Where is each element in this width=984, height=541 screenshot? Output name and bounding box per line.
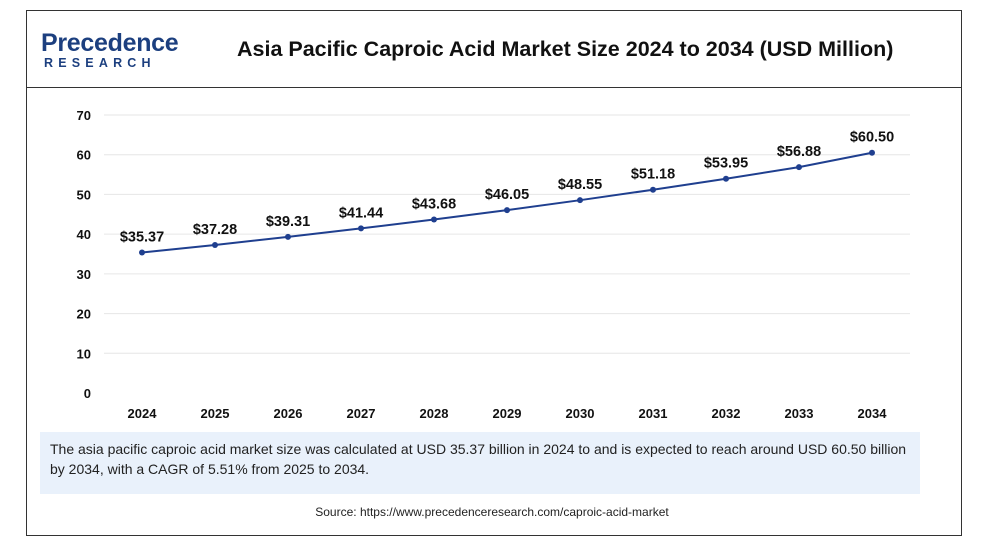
y-tick-label: 30 xyxy=(77,267,91,282)
y-tick-label: 10 xyxy=(77,346,91,361)
x-tick-label: 2030 xyxy=(566,406,595,421)
x-tick-label: 2026 xyxy=(274,406,303,421)
logo-wordmark: Precedence xyxy=(41,29,179,57)
x-tick-label: 2028 xyxy=(420,406,449,421)
data-point xyxy=(358,225,364,232)
y-tick-label: 20 xyxy=(77,307,91,322)
data-points xyxy=(139,149,875,256)
data-label: $53.95 xyxy=(704,156,748,172)
x-tick-label: 2033 xyxy=(785,406,814,421)
data-point xyxy=(285,233,291,240)
data-label: $48.55 xyxy=(558,177,602,193)
summary-note: The asia pacific caproic acid market siz… xyxy=(40,432,920,494)
precedence-research-logo: Precedence RESEARCH xyxy=(41,29,191,73)
data-point xyxy=(723,175,729,182)
x-tick-label: 2029 xyxy=(493,406,522,421)
data-label: $60.50 xyxy=(850,130,894,146)
y-tick-label: 70 xyxy=(77,108,91,123)
data-label: $46.05 xyxy=(485,187,529,203)
chart-title: Asia Pacific Caproic Acid Market Size 20… xyxy=(237,37,894,61)
chart-frame: Precedence RESEARCH Asia Pacific Caproic… xyxy=(26,10,962,536)
x-tick-label: 2031 xyxy=(639,406,668,421)
data-label: $51.18 xyxy=(631,167,675,183)
data-point xyxy=(212,241,218,248)
y-tick-label: 60 xyxy=(77,148,91,163)
x-axis-ticks: 2024 2025 2026 2027 2028 2029 2030 2031 2032 2033… xyxy=(128,406,888,421)
y-axis-ticks: 0 10 20 30 40 50 60 70 xyxy=(77,108,91,401)
y-tick-label: 0 xyxy=(84,386,91,401)
data-label: $39.31 xyxy=(266,214,310,230)
chart-header: Precedence RESEARCH Asia Pacific Caproic… xyxy=(27,11,961,88)
data-labels: $35.37 $37.28 $39.31 $41.44 $43.68 $46.05 $48.… xyxy=(120,130,894,246)
source-text: Source: https://www.precedenceresearch.c… xyxy=(315,505,669,519)
x-tick-label: 2024 xyxy=(128,406,158,421)
data-label: $37.28 xyxy=(193,222,237,238)
data-label: $56.88 xyxy=(777,144,821,160)
data-point xyxy=(869,149,875,156)
y-tick-label: 50 xyxy=(77,187,91,202)
data-label: $35.37 xyxy=(120,230,164,246)
x-tick-label: 2027 xyxy=(347,406,376,421)
data-label: $41.44 xyxy=(339,205,383,221)
x-tick-label: 2034 xyxy=(858,406,888,421)
x-tick-label: 2025 xyxy=(201,406,230,421)
logo-subtext: RESEARCH xyxy=(44,56,156,70)
data-point xyxy=(796,164,802,171)
data-point xyxy=(504,207,510,214)
data-point xyxy=(650,186,656,193)
data-label: $43.68 xyxy=(412,197,456,213)
y-tick-label: 40 xyxy=(77,227,91,242)
grid-lines xyxy=(104,114,910,354)
x-tick-label: 2032 xyxy=(712,406,741,421)
data-point xyxy=(139,249,145,256)
data-point xyxy=(431,216,437,223)
data-point xyxy=(577,197,583,204)
